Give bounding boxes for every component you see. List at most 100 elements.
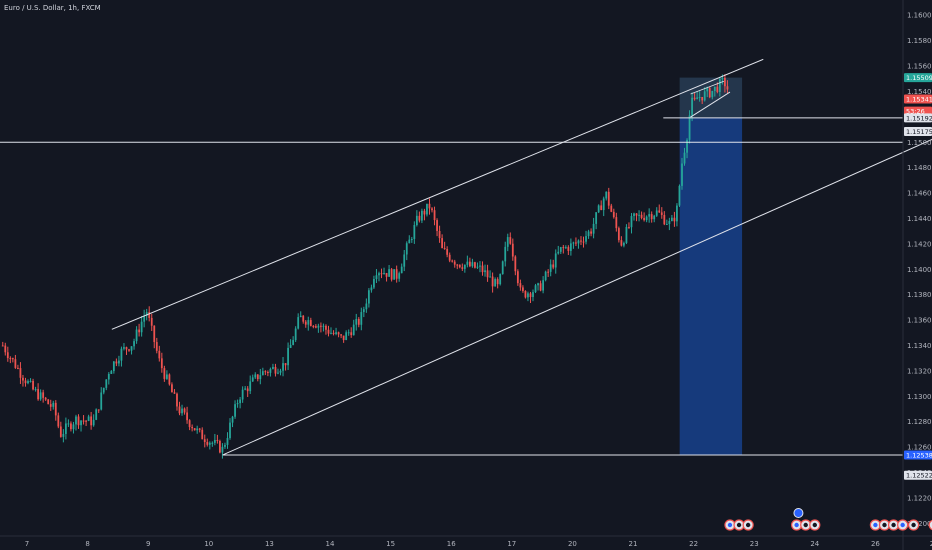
candle-body [49, 404, 52, 407]
candle-body [701, 96, 704, 101]
drawing-lines[interactable] [0, 58, 932, 456]
candle-body [638, 214, 640, 216]
time-tick-label: 22 [689, 540, 698, 548]
candle-body [14, 359, 17, 368]
candle-body [713, 86, 716, 91]
candle-body [211, 442, 214, 444]
time-axis[interactable]: 7 8 9 10 13 14 15 16 17 20 21 22 23 24 26 27 [25, 540, 932, 548]
candle-body [706, 88, 709, 92]
candle-body [279, 370, 282, 373]
candle-body [516, 271, 519, 284]
candle-body [80, 420, 82, 426]
time-tick-label: 24 [810, 540, 819, 548]
candle-body [47, 399, 50, 405]
price-badge-text: 1.12522 [906, 472, 932, 480]
candle-body [668, 220, 671, 225]
position-zones [679, 77, 743, 455]
candle-body [292, 340, 295, 345]
price-tick-label: 1.13000 [907, 393, 932, 401]
time-tick-label: 10 [204, 540, 213, 548]
candle-body [355, 318, 358, 325]
candle-body [178, 406, 181, 414]
take-profit-zone[interactable] [679, 117, 743, 455]
price-badge [904, 73, 932, 83]
event-flag-dot-icon [812, 522, 817, 528]
candle-body [198, 428, 201, 430]
candle-body [524, 290, 527, 298]
candle-body [506, 237, 509, 247]
candle-body [123, 347, 125, 349]
candle-body [173, 392, 176, 394]
event-flag-dot-icon [911, 522, 916, 528]
candle-body [176, 393, 178, 407]
candle-body [582, 241, 585, 243]
candle-body [284, 363, 287, 366]
price-tick-label: 1.13200 [907, 367, 932, 375]
candle-body [244, 388, 247, 390]
candle-body [726, 86, 729, 90]
price-badge-text: 1.15175 [906, 128, 932, 136]
price-badge [904, 470, 932, 480]
candle-body [549, 264, 552, 272]
candle-body [59, 426, 62, 437]
candle-body [716, 86, 719, 92]
candle-body [272, 366, 274, 369]
candle-body [64, 423, 67, 434]
candle-body [37, 389, 40, 400]
candle-body [612, 211, 615, 218]
candle-body [446, 249, 449, 255]
candle-body [405, 243, 408, 255]
candle-body [340, 334, 343, 336]
candle-body [494, 279, 497, 287]
candle-body [688, 115, 691, 140]
candle-body [400, 266, 403, 274]
price-tick-label: 1.15800 [907, 37, 932, 45]
candle-body [105, 379, 108, 388]
candle-body [696, 97, 699, 100]
candle-body [155, 342, 158, 351]
candle-body [630, 216, 633, 228]
candle-body [431, 208, 433, 211]
candle-body [226, 438, 229, 445]
chart-title: Euro / U.S. Dollar, 1h, FXCM [4, 4, 101, 12]
candle-body [203, 439, 206, 442]
candle-body [557, 251, 560, 254]
candle-body [320, 325, 322, 327]
event-flag-icon[interactable] [793, 508, 804, 518]
channel-trendline[interactable] [111, 58, 764, 330]
price-tick-label: 1.12800 [907, 418, 932, 426]
candle-body [82, 420, 85, 422]
event-flag-dot-icon [873, 522, 878, 528]
candle-body [607, 191, 610, 206]
candle-body [708, 88, 711, 98]
candle-body [658, 210, 661, 213]
event-flag-icon[interactable] [928, 519, 932, 531]
stop-loss-zone[interactable] [679, 77, 743, 118]
candle-body [468, 261, 471, 267]
candle-body [592, 223, 595, 234]
candle-body [650, 214, 653, 220]
candle-body [269, 368, 272, 373]
candle-body [224, 444, 226, 447]
candle-body [168, 374, 171, 385]
price-labels: 1.15509 1.15341 53:261.15192 1.15175 1.12538… [904, 73, 932, 480]
candle-body [365, 303, 368, 310]
candle-body [532, 292, 534, 297]
candle-body [92, 419, 95, 426]
channel-trendline[interactable] [222, 138, 932, 456]
flag-trendline[interactable] [690, 91, 731, 118]
candle-body [196, 428, 199, 431]
event-flag-dot-icon [736, 522, 742, 528]
candle-body [443, 248, 446, 250]
candle-body [327, 329, 330, 334]
candle-body [686, 139, 688, 153]
price-badge-text: 1.12538 [906, 451, 932, 459]
time-tick-label: 16 [447, 540, 456, 548]
flag-trendline[interactable] [690, 80, 725, 95]
candle-body [423, 210, 426, 215]
candle-body [569, 243, 572, 251]
economic-events[interactable] [724, 508, 932, 531]
candle-body [587, 231, 590, 237]
candle-body [559, 247, 562, 252]
